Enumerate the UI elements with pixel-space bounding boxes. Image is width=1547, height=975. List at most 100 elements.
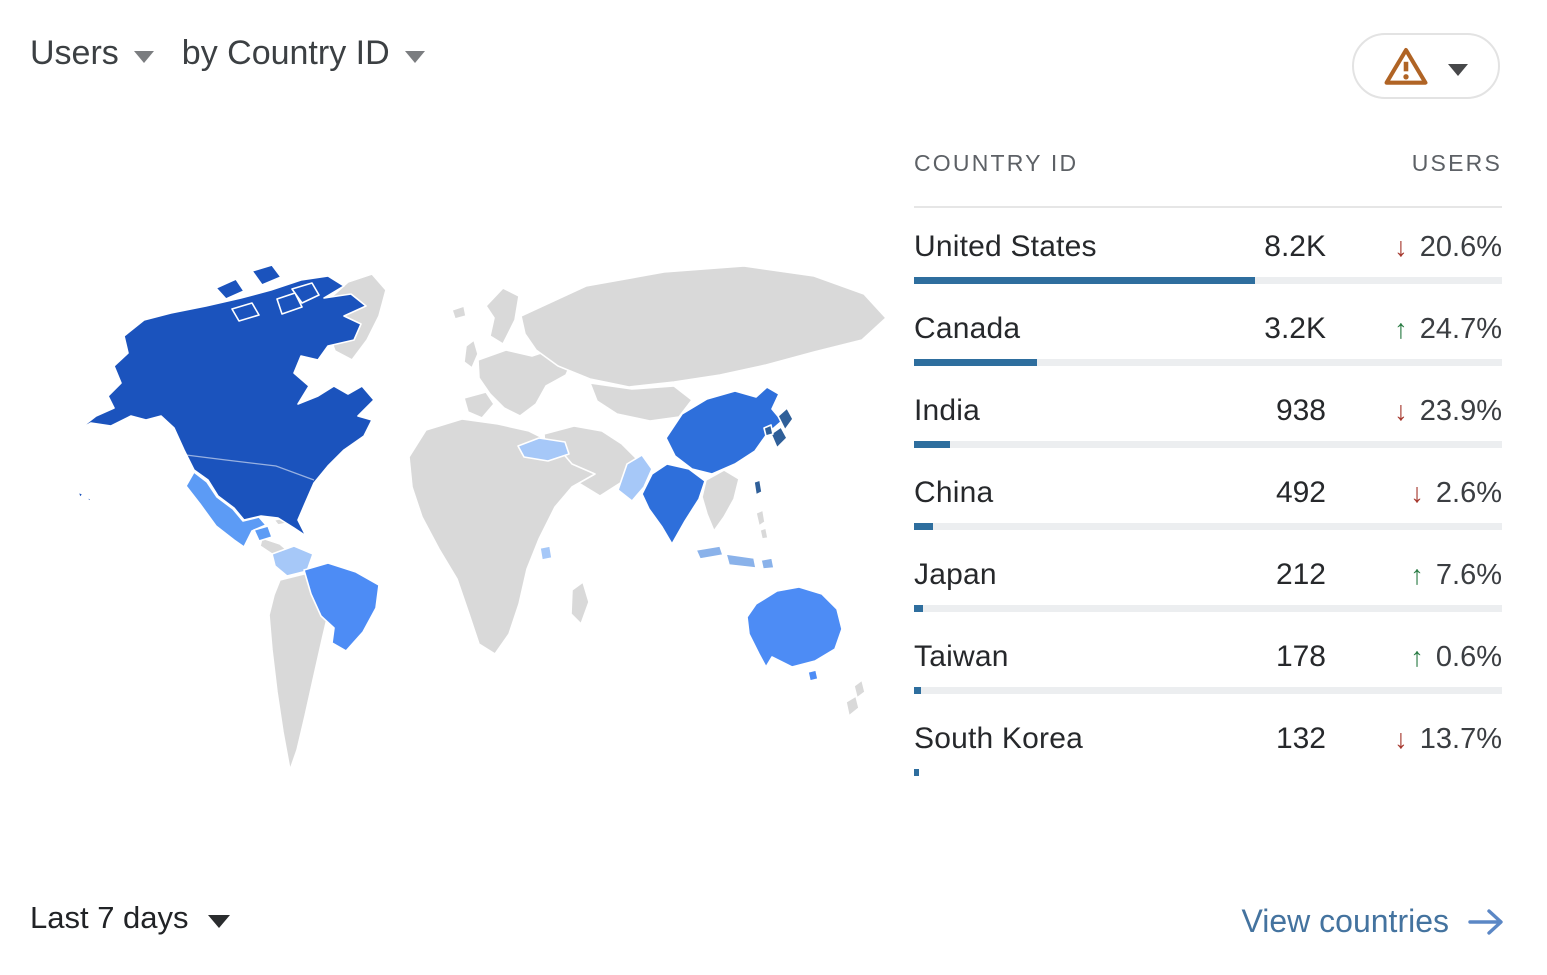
map-country-uganda[interactable] (539, 545, 553, 561)
users-bar (914, 605, 1502, 612)
map-country-scandinavia[interactable] (485, 287, 520, 345)
change-cell: ↓ 13.7% (1326, 723, 1502, 756)
map-country-philippines[interactable] (755, 509, 769, 540)
users-value: 212 (1275, 558, 1326, 591)
change-cell: ↑ 24.7% (1326, 313, 1502, 346)
map-country-uk[interactable] (463, 339, 479, 369)
data-quality-button[interactable] (1352, 33, 1500, 99)
geo-map[interactable] (66, 258, 890, 786)
users-value: 492 (1275, 476, 1326, 509)
map-country-spain[interactable] (463, 391, 495, 419)
map-country-china[interactable] (665, 386, 783, 475)
change-direction-icon: ↓ (1394, 396, 1408, 426)
us-canada-border (177, 453, 315, 481)
map-country-taiwan[interactable] (753, 479, 763, 496)
change-percent: 24.7% (1419, 313, 1502, 345)
map-country-tasmania[interactable] (807, 669, 819, 682)
change-cell: ↓ 20.6% (1326, 231, 1502, 264)
map-country-brazil[interactable] (303, 562, 380, 652)
users-value: 178 (1275, 640, 1326, 673)
map-region-central-asia[interactable] (589, 382, 693, 422)
map-country-indonesia[interactable] (695, 545, 775, 570)
users-bar (914, 441, 1502, 448)
time-range-label: Last 7 days (30, 900, 189, 935)
country-name: Canada (914, 312, 1021, 345)
change-direction-icon: ↑ (1410, 560, 1424, 590)
chevron-down-icon (1448, 63, 1468, 76)
dimension-label: by Country ID (181, 34, 390, 72)
column-country-id: COUNTRY ID (914, 150, 1079, 176)
card-title-row: Users by Country ID (30, 34, 425, 73)
map-region-africa[interactable] (408, 418, 596, 655)
map-country-south-korea[interactable] (763, 424, 774, 437)
users-bar (914, 523, 1502, 530)
map-region-europe[interactable] (477, 347, 575, 417)
users-value: 132 (1275, 722, 1326, 755)
map-country-new-zealand[interactable] (845, 679, 866, 717)
change-direction-icon: ↓ (1394, 724, 1408, 754)
users-value: 938 (1275, 394, 1326, 427)
users-bar (914, 687, 1502, 694)
warning-triangle-icon (1384, 48, 1428, 85)
map-country-madagascar[interactable] (570, 581, 590, 625)
table-row: India 938 ↓ 23.9% (914, 372, 1502, 454)
dimension-dropdown[interactable]: by Country ID (182, 34, 425, 73)
change-percent: 13.7% (1419, 723, 1502, 755)
map-region-yucatan[interactable] (253, 525, 273, 542)
table-row: United States 8.2K ↓ 20.6% (914, 208, 1502, 290)
users-bar (914, 359, 1502, 366)
users-value: 3.2K (1264, 312, 1326, 345)
map-region-hawaii[interactable] (77, 491, 92, 503)
map-country-pakistan[interactable] (617, 454, 653, 502)
map-region-arctic-islands[interactable] (215, 264, 320, 322)
table-row: Japan 212 ↑ 7.6% (914, 536, 1502, 618)
view-countries-link[interactable]: View countries (1241, 903, 1505, 940)
change-percent: 7.6% (1435, 559, 1502, 591)
view-countries-label: View countries (1241, 903, 1449, 939)
map-country-japan[interactable] (770, 407, 794, 449)
change-direction-icon: ↓ (1410, 478, 1424, 508)
map-country-india[interactable] (641, 463, 706, 545)
country-name: India (914, 394, 981, 427)
users-bar (914, 769, 1502, 776)
change-cell: ↑ 0.6% (1326, 641, 1502, 674)
country-name: Japan (914, 558, 997, 591)
chevron-down-icon (133, 51, 154, 63)
change-cell: ↓ 2.6% (1326, 477, 1502, 510)
table-header: COUNTRY ID USERS (914, 150, 1502, 177)
country-name: China (914, 476, 994, 509)
map-country-russia[interactable] (520, 265, 887, 388)
country-name: Taiwan (914, 640, 1009, 673)
country-name: United States (914, 230, 1097, 263)
change-percent: 23.9% (1419, 395, 1502, 427)
map-country-turkey[interactable] (517, 437, 570, 462)
users-bar (914, 277, 1502, 284)
table-row: Canada 3.2K ↑ 24.7% (914, 290, 1502, 372)
change-percent: 20.6% (1419, 231, 1502, 263)
column-users: USERS (1411, 150, 1502, 176)
change-direction-icon: ↓ (1394, 232, 1408, 262)
country-table: COUNTRY ID USERS United States 8.2K ↓ 20… (914, 150, 1502, 782)
change-cell: ↓ 23.9% (1326, 395, 1502, 428)
metric-label: Users (30, 34, 119, 72)
table-row: Taiwan 178 ↑ 0.6% (914, 618, 1502, 700)
map-country-iceland[interactable] (451, 305, 467, 320)
chevron-down-icon (404, 51, 425, 63)
table-row: China 492 ↓ 2.6% (914, 454, 1502, 536)
change-percent: 0.6% (1435, 641, 1502, 673)
users-value: 8.2K (1264, 230, 1326, 263)
header-divider (914, 206, 1502, 208)
map-region-se-asia[interactable] (701, 469, 740, 532)
arrow-right-icon (1468, 908, 1503, 935)
change-percent: 2.6% (1435, 477, 1502, 509)
change-direction-icon: ↑ (1410, 642, 1424, 672)
chevron-down-icon (207, 915, 230, 928)
map-country-australia[interactable] (746, 586, 843, 668)
map-country-united-states-canada[interactable] (77, 275, 375, 537)
table-row: South Korea 132 ↓ 13.7% (914, 700, 1502, 782)
metric-dropdown[interactable]: Users (30, 34, 154, 73)
time-range-selector[interactable]: Last 7 days (30, 900, 230, 936)
change-cell: ↑ 7.6% (1326, 559, 1502, 592)
country-name: South Korea (914, 722, 1083, 755)
